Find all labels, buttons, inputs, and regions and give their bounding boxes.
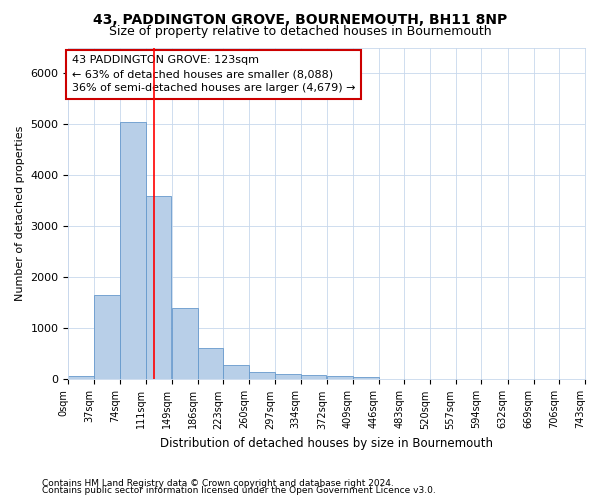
Text: Contains HM Land Registry data © Crown copyright and database right 2024.: Contains HM Land Registry data © Crown c… <box>42 478 394 488</box>
Bar <box>94 295 120 380</box>
Text: 43 PADDINGTON GROVE: 123sqm
← 63% of detached houses are smaller (8,088)
36% of : 43 PADDINGTON GROVE: 123sqm ← 63% of det… <box>72 55 355 93</box>
Bar <box>223 364 249 380</box>
Bar <box>249 372 275 380</box>
Text: Size of property relative to detached houses in Bournemouth: Size of property relative to detached ho… <box>109 25 491 38</box>
Bar <box>353 376 379 380</box>
Bar <box>301 376 326 380</box>
Bar <box>172 308 198 380</box>
Bar <box>68 376 94 380</box>
Bar <box>120 122 146 380</box>
Bar <box>275 374 301 380</box>
X-axis label: Distribution of detached houses by size in Bournemouth: Distribution of detached houses by size … <box>160 437 493 450</box>
Bar <box>327 376 353 380</box>
Y-axis label: Number of detached properties: Number of detached properties <box>15 126 25 301</box>
Text: 43, PADDINGTON GROVE, BOURNEMOUTH, BH11 8NP: 43, PADDINGTON GROVE, BOURNEMOUTH, BH11 … <box>93 12 507 26</box>
Bar <box>198 348 223 380</box>
Bar <box>146 196 172 380</box>
Text: Contains public sector information licensed under the Open Government Licence v3: Contains public sector information licen… <box>42 486 436 495</box>
